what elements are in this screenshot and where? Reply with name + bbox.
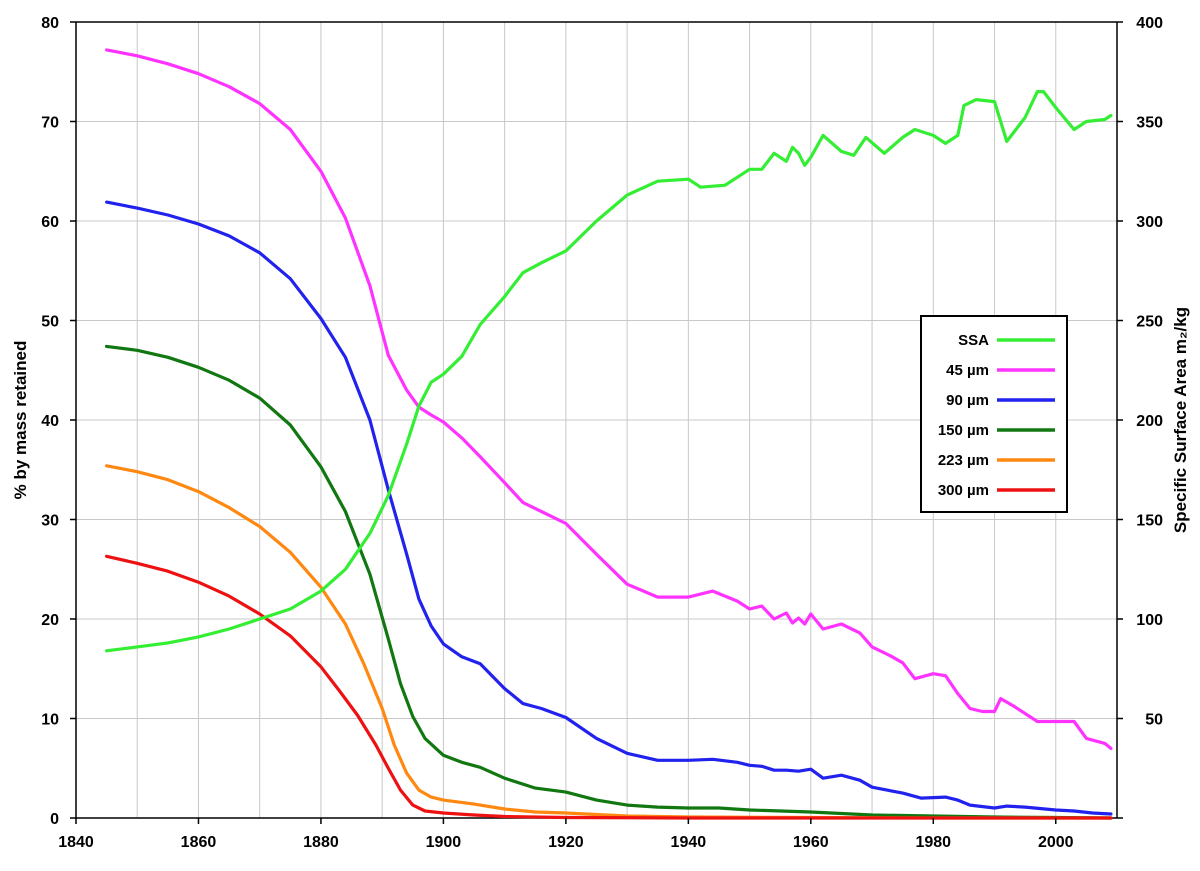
series-line-45-m <box>105 48 1113 750</box>
series-line-90-m <box>105 200 1113 816</box>
y-tick-label: 30 <box>41 513 59 530</box>
legend-label: SSA <box>958 332 989 349</box>
series-group <box>105 48 1113 820</box>
y-axis-title: % by mass retained <box>11 341 30 500</box>
x-tick-label: 1980 <box>915 834 951 851</box>
y2-tick-label: 400 <box>1136 15 1163 32</box>
y2-tick-label: 200 <box>1136 413 1163 430</box>
x-tick-label: 1900 <box>426 834 462 851</box>
y-tick-label: 40 <box>41 413 59 430</box>
legend-label: 45 µm <box>946 362 989 379</box>
y-tick-label: 50 <box>41 314 59 331</box>
y2-tick-label: 50 <box>1145 712 1163 729</box>
y2-tick-label: 150 <box>1136 513 1163 530</box>
legend-label: 150 µm <box>938 422 989 439</box>
y-tick-label: 60 <box>41 214 59 231</box>
y2-tick-label: 100 <box>1136 612 1163 629</box>
legend-label: 300 µm <box>938 482 989 499</box>
y2-tick-label: 300 <box>1136 214 1163 231</box>
legend: SSA 45 µm 90 µm 150 µm 223 µm 300 µm <box>920 315 1068 513</box>
y2-axis-title: Specific Surface Area m₂/kg <box>1171 307 1190 533</box>
series-line-150-m <box>105 344 1113 820</box>
legend-label: 223 µm <box>938 452 989 469</box>
x-tick-label: 1880 <box>303 834 339 851</box>
x-tick-label: 1840 <box>58 834 94 851</box>
x-tick-label: 1960 <box>793 834 829 851</box>
y2-tick-label: 250 <box>1136 314 1163 331</box>
x-tick-label: 1940 <box>671 834 707 851</box>
y-tick-label: 0 <box>50 811 59 828</box>
x-tick-label: 1920 <box>548 834 584 851</box>
y-tick-label: 70 <box>41 115 59 132</box>
series-line-300-m <box>105 554 1113 820</box>
series-line-ssa <box>105 90 1113 653</box>
legend-box <box>920 315 1068 513</box>
tick-labels: 1840 1860 1880 1900 1920 1940 1960 1980 2000 0 10 2… <box>41 15 1163 851</box>
legend-label: 90 µm <box>946 392 989 409</box>
x-tick-label: 2000 <box>1038 834 1074 851</box>
y-tick-label: 80 <box>41 15 59 32</box>
y2-tick-label: 350 <box>1136 115 1163 132</box>
y-tick-label: 10 <box>41 712 59 729</box>
series-line-223-m <box>105 464 1113 820</box>
x-tick-label: 1860 <box>181 834 217 851</box>
y-tick-label: 20 <box>41 612 59 629</box>
